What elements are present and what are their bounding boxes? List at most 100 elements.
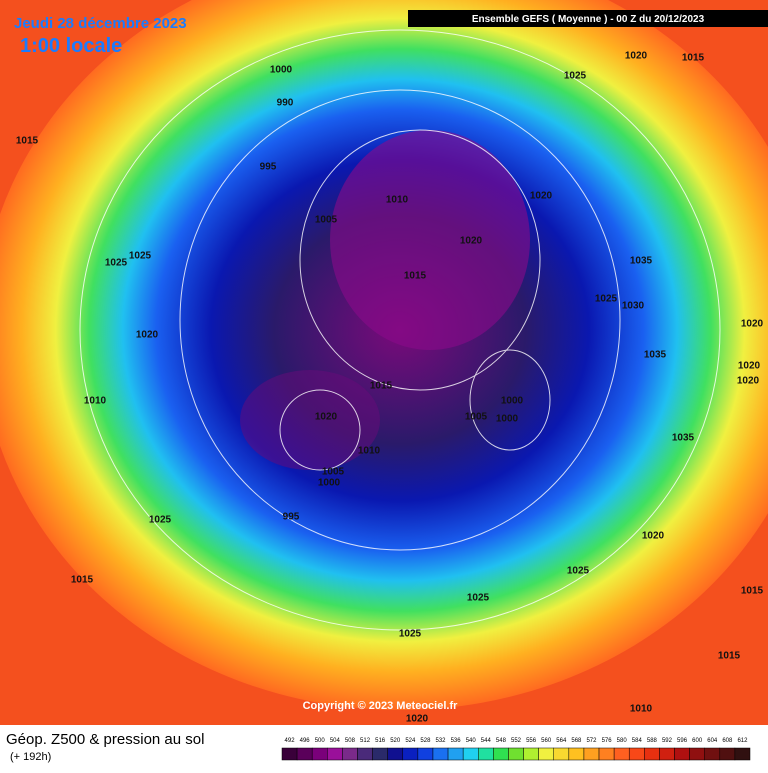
colorbar-swatch (553, 747, 570, 761)
isobar-label: 1035 (672, 433, 695, 444)
model-info: Ensemble GEFS ( Moyenne ) - 00 Z du 20/1… (472, 14, 705, 25)
lead-time: (+ 192h) (10, 751, 51, 763)
colorbar-swatch (478, 747, 494, 761)
isobar-label: 1020 (625, 51, 648, 62)
colorbar-swatch (719, 747, 736, 761)
colorbar-label: 580 (617, 738, 628, 744)
colorbar-label: 576 (602, 738, 613, 744)
isobar-label: 1015 (404, 271, 427, 282)
colorbar-swatch (568, 747, 585, 761)
isobar-label: 1030 (622, 301, 645, 312)
isobar-label: 1015 (71, 575, 94, 586)
isobar-label: 1020 (315, 412, 338, 423)
colorbar-swatch (613, 747, 630, 761)
isobar-label: 1020 (460, 236, 483, 247)
isobar-label: 1025 (467, 593, 490, 604)
colorbar-swatch (734, 747, 751, 761)
isobar-label: 1035 (630, 256, 653, 267)
colorbar-label: 568 (571, 738, 582, 744)
isobar-label: 1005 (315, 215, 338, 226)
colorbar-swatch (417, 747, 434, 761)
colorbar-swatch (281, 747, 298, 761)
colorbar-swatch (296, 747, 313, 761)
colorbar-swatch (523, 747, 539, 761)
colorbar-swatch (387, 747, 404, 761)
colorbar: 492 496 500 504 508 512 516 520 524 528 532 536 540 5… (281, 738, 751, 761)
isobar-label: 1025 (149, 515, 172, 526)
colorbar-label: 540 (466, 738, 477, 744)
colorbar-label: 596 (677, 738, 688, 744)
isobar-label: 995 (260, 162, 277, 173)
colorbar-label: 600 (692, 738, 703, 744)
isobar-label: 1020 (530, 191, 553, 202)
colorbar-label: 492 (285, 738, 296, 744)
isobars (79, 29, 721, 631)
copyright: Copyright © 2023 Meteociel.fr (303, 700, 459, 712)
colorbar-label: 556 (526, 738, 537, 744)
colorbar-swatch (311, 747, 328, 761)
colorbar-swatch (432, 747, 449, 761)
colorbar-label: 604 (707, 738, 718, 744)
isobar-label: 1020 (737, 376, 760, 387)
low-core (330, 130, 530, 350)
colorbar-swatch (538, 747, 554, 761)
colorbar-swatch (357, 747, 373, 761)
colorbar-label: 564 (556, 738, 567, 744)
colorbar-label: 552 (511, 738, 522, 744)
isobar-label: 1010 (386, 195, 409, 206)
isobar-label: 1000 (270, 65, 293, 76)
isobar-label: 1025 (567, 566, 590, 577)
colorbar-label: 612 (737, 738, 748, 744)
isobar-label: 1025 (564, 71, 587, 82)
low-core (240, 370, 380, 470)
isobar-label: 1015 (16, 136, 39, 147)
isobar-label: 1010 (358, 446, 381, 457)
isobar-label: 1000 (318, 478, 341, 489)
isobar-label: 1005 (465, 412, 488, 423)
isobar-label: 1020 (642, 531, 665, 542)
colorbar-label: 500 (315, 738, 326, 744)
isobar-label: 1025 (595, 294, 618, 305)
colorbar-swatch (342, 747, 358, 761)
colorbar-label: 516 (375, 738, 386, 744)
colorbar-label: 588 (647, 738, 658, 744)
time: 1:00 locale (20, 35, 122, 57)
isobar-label: 1020 (406, 714, 429, 725)
colorbar-swatch (704, 747, 721, 761)
colorbar-label: 496 (300, 738, 311, 744)
colorbar-label: 592 (662, 738, 673, 744)
isobar-label: 1015 (682, 53, 705, 64)
colorbar-swatch (689, 747, 705, 761)
date: Jeudi 28 décembre 2023 (14, 15, 187, 32)
colorbar-label: 584 (632, 738, 643, 744)
isobar-label: 1020 (738, 361, 761, 372)
isobar-label: 1015 (718, 651, 741, 662)
isobar-label: 1005 (322, 467, 345, 478)
colorbar-swatch (644, 747, 660, 761)
footer (0, 725, 768, 768)
colorbar-swatch (659, 747, 675, 761)
colorbar-label: 520 (390, 738, 401, 744)
isobar-label: 1020 (136, 330, 159, 341)
colorbar-label: 512 (360, 738, 371, 744)
colorbar-swatch (402, 747, 419, 761)
footer-title: Géop. Z500 & pression au sol (6, 731, 204, 748)
colorbar-swatch (372, 747, 388, 761)
colorbar-swatch (628, 747, 645, 761)
isobar-label: 1020 (741, 319, 764, 330)
colorbar-swatch (327, 747, 343, 761)
colorbar-label: 536 (451, 738, 462, 744)
colorbar-label: 532 (436, 738, 447, 744)
isobar-label: 995 (283, 512, 300, 523)
colorbar-swatch (674, 747, 690, 761)
colorbar-label: 544 (481, 738, 492, 744)
colorbar-label: 548 (496, 738, 507, 744)
colorbar-label: 528 (420, 738, 431, 744)
colorbar-label: 508 (345, 738, 356, 744)
isobar-label: 1025 (399, 629, 422, 640)
isobar-label: 1015 (741, 586, 764, 597)
isobar-labels: 1000 990 995 1005 1010 1020 1015 1020 1025 1020 10… (16, 51, 764, 725)
colorbar-swatch (447, 747, 464, 761)
